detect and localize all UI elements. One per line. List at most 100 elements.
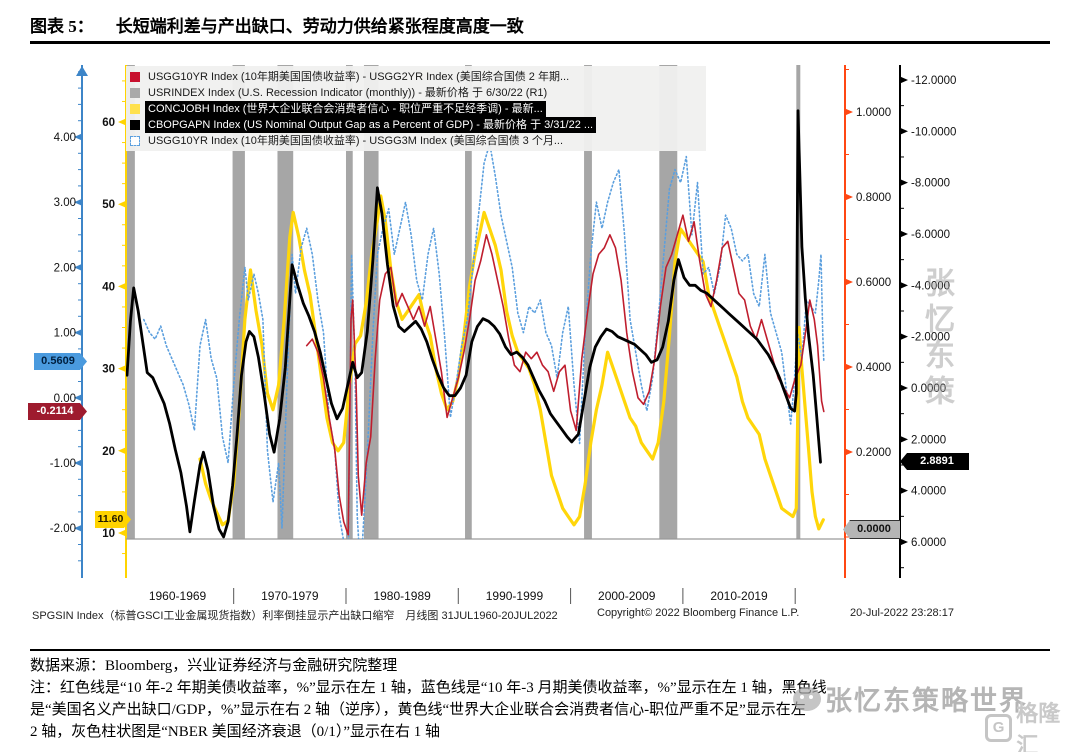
right2-tick-label: -8.0000 [911,178,950,190]
right2-major-tick [900,538,908,546]
note-line-2: 是“美国名义产出缺口/GDP，%”显示在右 2 轴（逆序），黄色线“世界大企业联… [30,702,806,718]
last-value-badge-concjobh: 11.60 [95,511,131,528]
right2-tick-label: -10.0000 [911,126,956,138]
right2-tick-label: 4.0000 [911,486,946,498]
legend-item-label: USGG10YR Index (10年期美国国债收益率) - USGG2YR I… [148,71,570,83]
wechat-watermark: 张忆东策略世界 [793,679,1028,718]
last-value-badge-outputgap: 2.8891 [900,453,969,470]
decade-label: 1960-1969 [149,589,207,603]
right1-major-tick [845,193,853,201]
right2-tick-label: 6.0000 [911,537,946,549]
blue-dotted-series-swatch-icon [130,136,140,146]
left1-major-tick [74,524,82,532]
decade-label: 1970-1979 [261,589,319,603]
last-value-badge-recession: 0.0000 [843,520,900,539]
left2-tick-label: 10 [102,528,115,540]
legend-item-usgg10yr-usgg2yr[interactable]: USGG10YR Index (10年期美国国债收益率) - USGG2YR I… [126,69,706,85]
watermark-text: 张忆东策略世界 [825,686,1028,716]
right1-major-tick [845,448,853,456]
right2-tick-label: -4.0000 [911,280,950,292]
right1-tick-label: 0.4000 [856,362,891,374]
left1-tick-label: -2.00 [50,523,76,535]
right2-tick-label: 0.0000 [911,383,946,395]
left2-major-tick [118,200,126,208]
right1-major-tick [845,108,853,116]
series-line [198,194,825,531]
last-value-badge-10y2y: -0.2114 [28,403,87,420]
chart-canvas: 4.00 3.00 2.00 1.00 0.00 -1.00 -2.00 60 50 40 30 20… [50,65,956,604]
right1-tick-label: 1.0000 [856,107,891,119]
vertical-watermark: 张忆东策略世界 [920,267,953,411]
left2-major-tick [118,118,126,126]
left1-tick-label: -1.00 [50,458,76,470]
gelonghui-text: 格隆汇 [1016,701,1061,752]
right2-major-tick [900,179,908,187]
left2-major-tick [118,529,126,537]
recession-bar [232,65,245,539]
gray-series-swatch-icon [130,88,140,98]
left1-tick-label: 1.00 [54,328,76,340]
right2-major-tick [900,76,908,84]
left1-major-tick [74,459,82,467]
left2-major-tick [118,365,126,373]
left1-tick-label: 4.00 [54,132,76,144]
recession-bar [659,65,678,539]
left1-axis-top-arrow-icon [76,66,88,76]
left2-tick-label: 40 [102,281,115,293]
last-value-badge-10y3m: 0.5609 [34,353,87,370]
left1-major-tick [74,394,82,402]
figure-title-text: 长短端利差与产出缺口、劳动力供给紧张程度高度一致 [115,17,524,36]
right1-major-tick [845,363,853,371]
figure-notes: 数据来源：Bloomberg，兴业证券经济与金融研究院整理 注：红色线是“10 … [30,655,1050,743]
left1-tick-label: 0.00 [54,393,76,405]
right2-major-tick [900,384,908,392]
right2-tick-label: -6.0000 [911,229,950,241]
note-line-1: 注：红色线是“10 年-2 年期美债收益率，%”显示在左 1 轴，蓝色线是“10… [30,680,827,696]
left1-major-tick [74,329,82,337]
recession-bar [584,65,592,539]
decade-label: 1990-1999 [486,589,544,603]
figure-label: 图表 5： [30,17,94,36]
left2-major-tick [118,447,126,455]
chart-legend: USGG10YR Index (10年期美国国债收益率) - USGG2YR I… [126,66,706,151]
left2-tick-label: 60 [102,117,115,129]
legend-item-label: CBOPGAPN Index (US Nominal Output Gap as… [145,117,597,133]
legend-item-label: USGG10YR Index (10年期美国国债收益率) - USGG3M In… [148,135,564,147]
data-source-line: 数据来源：Bloomberg，兴业证券经济与金融研究院整理 [30,658,398,674]
left1-tick-label: 3.00 [54,197,76,209]
decade-label: 1980-1989 [373,589,431,603]
decade-label: 2000-2009 [598,589,656,603]
right1-tick-label: 0.2000 [856,447,891,459]
red-series-swatch-icon [130,72,140,82]
notes-divider [30,649,1050,651]
gelonghui-icon: G [985,714,1013,742]
right2-major-tick [900,127,908,135]
left1-major-tick [74,133,82,141]
chart-timestamp: 20-Jul-2022 23:28:17 [850,607,954,619]
right1-tick-label: 0.6000 [856,277,891,289]
left2-tick-label: 50 [102,199,115,211]
gelonghui-logo: G 格隆汇 [985,696,1080,752]
left1-major-tick [74,198,82,206]
right2-major-tick [900,487,908,495]
left2-major-tick [118,282,126,290]
legend-item-usrindex[interactable]: USRINDEX Index (U.S. Recession Indicator… [126,85,706,101]
right2-tick-label: -2.0000 [911,332,950,344]
note-line-3: 2 轴，灰色柱状图是“NBER 美国经济衰退（0/1）”显示在右 1 轴 [30,724,440,740]
legend-item-cbopgapn[interactable]: CBOPGAPN Index (US Nominal Output Gap as… [126,117,706,133]
right1-major-tick [845,278,853,286]
yellow-series-swatch-icon [130,104,140,114]
right2-major-tick [900,435,908,443]
legend-item-concjobh[interactable]: CONCJOBH Index (世界大企业联合会消费者信心 - 职位严重不足经季… [126,101,706,117]
left1-major-tick [74,263,82,271]
series-line [305,214,825,536]
chart-subtitle: SPGSIN Index（标普GSCI工业金属现货指数）利率倒挂显示产出缺口缩窄… [32,610,558,622]
right2-tick-label: 2.0000 [911,434,946,446]
legend-item-usgg10yr-usgg3m[interactable]: USGG10YR Index (10年期美国国债收益率) - USGG3M In… [126,133,706,149]
copyright-text: Copyright© 2022 Bloomberg Finance L.P. [597,607,800,619]
legend-item-label: USRINDEX Index (U.S. Recession Indicator… [148,87,548,99]
decade-label: 2010-2019 [710,589,768,603]
recession-bar [796,65,801,539]
left2-tick-label: 20 [102,446,115,458]
